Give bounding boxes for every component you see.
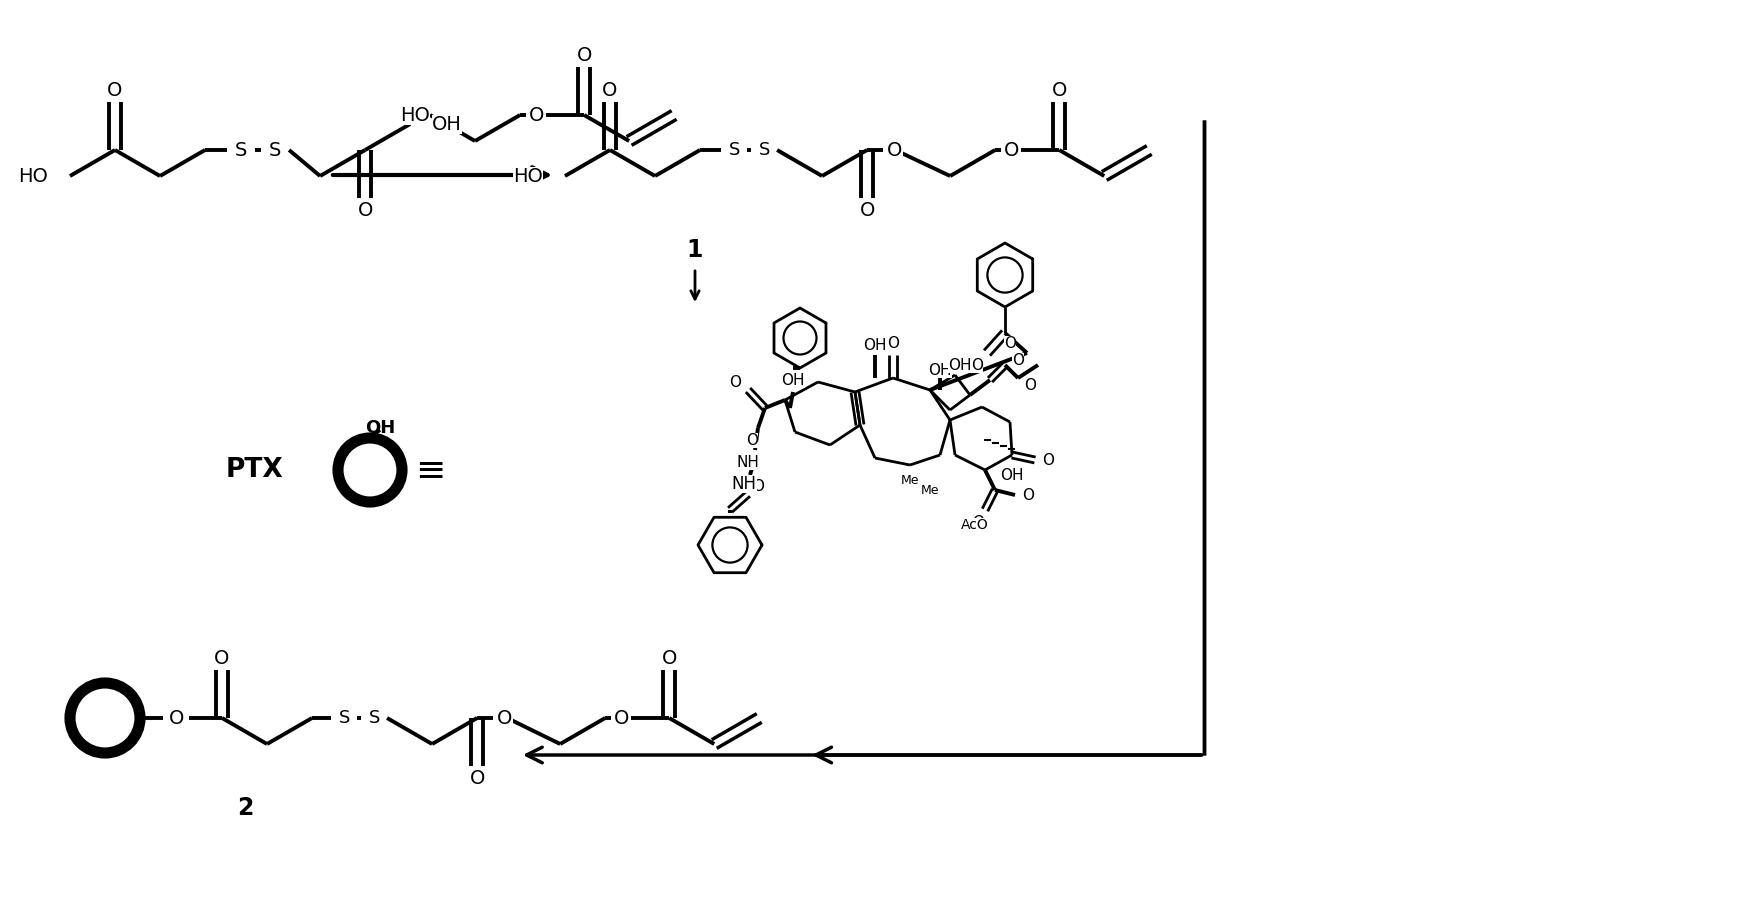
- Text: NH: NH: [731, 475, 757, 493]
- Text: OH: OH: [1001, 468, 1023, 482]
- Text: O: O: [108, 81, 123, 100]
- Text: O: O: [1013, 353, 1025, 367]
- Text: ≡: ≡: [415, 453, 445, 487]
- Text: O: O: [528, 106, 544, 125]
- Text: O: O: [469, 768, 485, 787]
- Text: O: O: [1051, 81, 1067, 100]
- Text: OH: OH: [928, 363, 952, 377]
- Text: S: S: [759, 141, 769, 159]
- Text: O: O: [1004, 336, 1016, 350]
- Text: O: O: [603, 81, 618, 100]
- Text: NH: NH: [736, 454, 759, 470]
- Text: O: O: [1042, 452, 1054, 468]
- Text: Me: Me: [921, 483, 940, 497]
- Text: HO: HO: [400, 106, 431, 125]
- Text: O: O: [358, 201, 373, 220]
- Text: O: O: [888, 336, 900, 350]
- Text: OH: OH: [782, 373, 804, 387]
- Text: OH: OH: [433, 115, 462, 134]
- Text: O: O: [971, 357, 983, 373]
- Text: O: O: [973, 515, 983, 529]
- Text: HO: HO: [512, 167, 544, 186]
- Text: O: O: [613, 709, 629, 728]
- Text: PTX: PTX: [226, 457, 283, 483]
- Text: O: O: [214, 649, 229, 668]
- Text: S: S: [728, 141, 740, 159]
- Text: 1: 1: [686, 238, 703, 262]
- Text: OH: OH: [948, 357, 971, 373]
- Text: S: S: [269, 140, 281, 159]
- Text: OH: OH: [365, 419, 394, 437]
- Text: O: O: [1025, 377, 1035, 393]
- Text: AcO: AcO: [961, 518, 988, 532]
- Text: O: O: [577, 45, 592, 64]
- Text: OH: OH: [863, 338, 888, 353]
- Text: HO: HO: [17, 167, 49, 186]
- Text: S: S: [234, 140, 247, 159]
- Text: O: O: [1004, 140, 1020, 159]
- Text: Me: Me: [902, 473, 919, 487]
- Text: O: O: [497, 709, 512, 728]
- Text: O: O: [860, 201, 875, 220]
- Text: O: O: [752, 479, 764, 493]
- Text: S: S: [368, 709, 380, 727]
- Text: O: O: [888, 140, 903, 159]
- Text: O: O: [662, 649, 677, 668]
- Text: O: O: [730, 375, 742, 389]
- Text: 2: 2: [236, 796, 254, 820]
- Text: O: O: [1021, 488, 1034, 502]
- Text: S: S: [339, 709, 349, 727]
- Text: O: O: [168, 709, 184, 728]
- Text: O: O: [745, 433, 757, 447]
